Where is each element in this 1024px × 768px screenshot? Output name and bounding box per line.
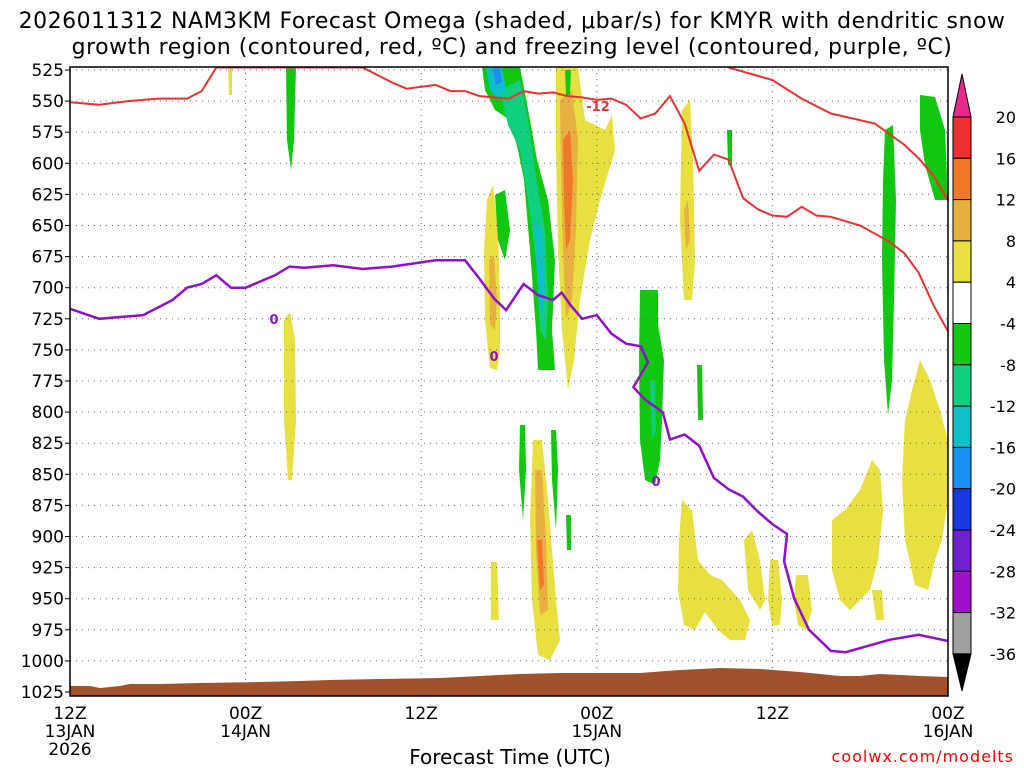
colorbar-segment bbox=[953, 406, 971, 447]
colorbar-label: 8 bbox=[1006, 232, 1016, 251]
y-tick-label: 900 bbox=[32, 528, 64, 548]
colorbar-label: 12 bbox=[996, 191, 1016, 210]
colorbar-segment bbox=[953, 200, 971, 241]
colorbar-segment bbox=[953, 571, 971, 612]
colorbar-segment bbox=[953, 365, 971, 406]
y-tick-label: 800 bbox=[32, 403, 64, 423]
colorbar-label: -24 bbox=[990, 521, 1016, 540]
colorbar-label: -32 bbox=[990, 604, 1016, 623]
y-tick-label: 525 bbox=[32, 61, 64, 81]
y-tick-label: 675 bbox=[32, 248, 64, 268]
y-tick-label: 775 bbox=[32, 372, 64, 392]
y-tick-label: 550 bbox=[32, 92, 64, 112]
colorbar-label: -12 bbox=[990, 397, 1016, 416]
x-tick-label: 12Z bbox=[756, 704, 789, 724]
freezing-level-label: 0 bbox=[489, 350, 498, 365]
x-tick-label: 00Z bbox=[229, 704, 262, 724]
colorbar-bottom-arrow bbox=[953, 654, 971, 691]
colorbar-label: -36 bbox=[990, 645, 1016, 664]
freezing-level-label: 0 bbox=[651, 475, 660, 490]
x-tick-date: 16JAN bbox=[923, 722, 974, 742]
omega-region-negative bbox=[565, 70, 571, 95]
colorbar-segment bbox=[953, 489, 971, 530]
x-tick-label: 00Z bbox=[580, 704, 613, 724]
y-tick-label: 1000 bbox=[21, 652, 64, 672]
y-tick-label: 1025 bbox=[21, 683, 64, 703]
y-axis-ticks: 525 550 575 600 625 650 675 700 725 750 775 800 825 8… bbox=[21, 61, 70, 703]
y-tick-label: 575 bbox=[32, 123, 64, 143]
y-tick-label: 650 bbox=[32, 217, 64, 237]
x-tick-label: 12Z bbox=[405, 704, 438, 724]
x-tick-label: 00Z bbox=[931, 704, 964, 724]
colorbar-label: 16 bbox=[996, 149, 1016, 168]
colorbar-label: -28 bbox=[990, 562, 1016, 581]
colorbar-segment bbox=[953, 241, 971, 282]
snow-growth-contour-label: -12 bbox=[586, 100, 610, 115]
chart-title-line2: growth region (contoured, red, ºC) and f… bbox=[72, 35, 953, 60]
x-axis-label: Forecast Time (UTC) bbox=[409, 745, 611, 768]
y-tick-label: 950 bbox=[32, 590, 64, 610]
y-tick-label: 700 bbox=[32, 279, 64, 299]
colorbar-segment bbox=[953, 324, 971, 365]
colorbar-label: 20 bbox=[996, 108, 1016, 127]
colorbar-segment bbox=[953, 530, 971, 571]
y-tick-label: 625 bbox=[32, 185, 64, 205]
y-tick-label: 850 bbox=[32, 465, 64, 485]
chart-title-line1: 2026011312 NAM3KM Forecast Omega (shaded… bbox=[19, 9, 1006, 34]
y-tick-label: 725 bbox=[32, 310, 64, 330]
colorbar-label: -4 bbox=[1000, 315, 1016, 334]
colorbar-segment bbox=[953, 117, 971, 158]
y-tick-label: 875 bbox=[32, 496, 64, 516]
y-tick-label: 600 bbox=[32, 154, 64, 174]
colorbar-segment bbox=[953, 447, 971, 488]
x-tick-date: 13JAN bbox=[45, 722, 96, 742]
x-tick-year: 2026 bbox=[48, 740, 91, 760]
x-tick-label: 12Z bbox=[53, 704, 86, 724]
y-tick-label: 975 bbox=[32, 621, 64, 641]
y-tick-label: 750 bbox=[32, 341, 64, 361]
x-tick-date: 15JAN bbox=[571, 722, 622, 742]
colorbar-segment bbox=[953, 158, 971, 199]
y-tick-label: 825 bbox=[32, 434, 64, 454]
y-tick-label: 925 bbox=[32, 559, 64, 579]
colorbar-label: -16 bbox=[990, 438, 1016, 457]
colorbar-segment bbox=[953, 282, 971, 323]
x-tick-date: 14JAN bbox=[220, 722, 271, 742]
colorbar-segment bbox=[953, 613, 971, 654]
colorbar-label: -8 bbox=[1000, 356, 1016, 375]
freezing-level-label: 0 bbox=[269, 313, 278, 328]
colorbar: 20 16 12 8 4 -4 -8 -12 -16 -20 -24 -28 -32 -36 bbox=[953, 74, 1016, 691]
credit-text: coolwx.com/modelts bbox=[832, 747, 1014, 766]
colorbar-label: -20 bbox=[990, 480, 1016, 499]
omega-time-height-chart: 2026011312 NAM3KM Forecast Omega (shaded… bbox=[0, 0, 1024, 768]
colorbar-label: 4 bbox=[1006, 273, 1016, 292]
colorbar-top-arrow bbox=[953, 74, 971, 117]
